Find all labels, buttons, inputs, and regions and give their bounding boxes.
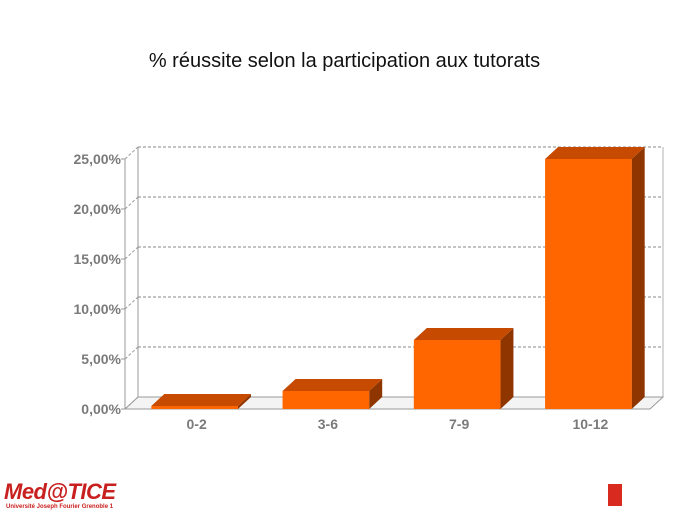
- medatice-logo: Med@TICE Université Joseph Fourier Greno…: [4, 479, 116, 511]
- bar: [413, 328, 514, 409]
- bars: [151, 147, 645, 409]
- gridline-connector: [124, 196, 139, 210]
- bar-side: [237, 394, 251, 409]
- bar-front: [282, 391, 370, 409]
- x-tick-label: 10-12: [572, 416, 608, 432]
- bar-side: [631, 147, 645, 409]
- gridline-connector: [124, 296, 139, 310]
- y-tick-label: 20,00%: [74, 201, 122, 217]
- gridline-connector: [124, 396, 139, 410]
- ujf-seal-icon: [608, 484, 622, 506]
- ujf-logo: [608, 484, 686, 512]
- y-tick-label: 5,00%: [81, 351, 121, 367]
- bar-top: [151, 394, 251, 406]
- bar: [282, 379, 383, 409]
- y-tick-label: 15,00%: [74, 251, 122, 267]
- bar: [545, 147, 645, 409]
- back-wall: [138, 147, 663, 397]
- gridline-connector: [124, 346, 139, 360]
- y-tick-label: 0,00%: [81, 401, 121, 417]
- medatice-brand: Med@TICE: [4, 479, 116, 504]
- bar-top: [282, 379, 383, 391]
- x-tick-label: 0-2: [187, 416, 207, 432]
- bar-side: [500, 328, 514, 409]
- bar-front: [545, 159, 632, 409]
- bar-side: [369, 379, 383, 409]
- y-tick-label: 10,00%: [74, 301, 122, 317]
- chart-title: % réussite selon la participation aux tu…: [148, 50, 541, 72]
- x-axis: 0-2 3-6 7-9 10-12: [187, 416, 609, 432]
- bar-front: [151, 406, 238, 409]
- x-tick-label: 7-9: [449, 416, 469, 432]
- y-tick-label: 25,00%: [74, 151, 122, 167]
- gridline-connector: [124, 146, 139, 160]
- bar: [151, 394, 251, 409]
- bar-top: [413, 328, 514, 340]
- bar-top: [545, 147, 645, 159]
- medatice-subtitle: Université Joseph Fourier Grenoble 1: [6, 504, 114, 510]
- bar-front: [413, 340, 501, 409]
- y-axis: 0,00% 5,00% 10,00% 15,00% 20,00% 25,00%: [74, 151, 126, 417]
- x-tick-label: 3-6: [318, 416, 338, 432]
- gridline-connector: [124, 246, 139, 260]
